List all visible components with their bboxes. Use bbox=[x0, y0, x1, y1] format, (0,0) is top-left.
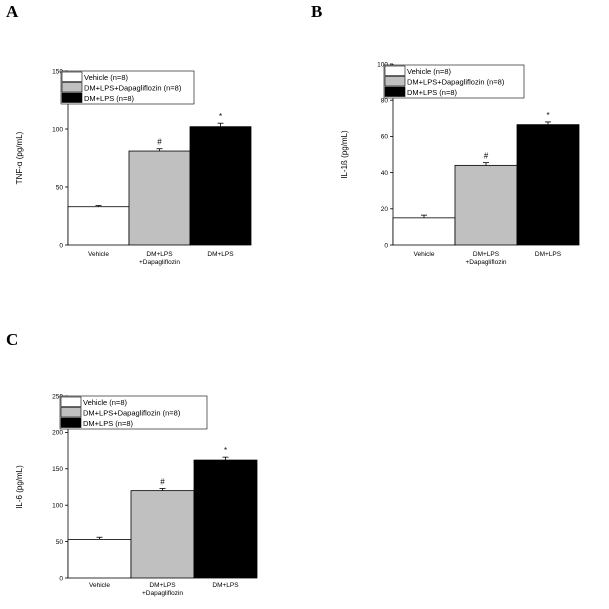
x-tick-label-c-2: +Dapagliflozin bbox=[142, 590, 183, 597]
y-axis-title-a: TNF-α (pg/mL) bbox=[15, 131, 24, 184]
panel-label-c: C bbox=[6, 330, 19, 349]
y-tick-label-b: 40 bbox=[381, 170, 389, 177]
significance-mark-a-3: * bbox=[219, 112, 222, 121]
x-tick-label-c-2: DM+LPS bbox=[149, 582, 176, 589]
panel-label-a: A bbox=[6, 2, 19, 21]
bar-a-3 bbox=[189, 126, 252, 246]
x-tick-label-c-3: DM+LPS bbox=[212, 582, 239, 589]
x-tick-label-b-3: DM+LPS bbox=[535, 251, 562, 258]
y-tick-label-c: 150 bbox=[52, 466, 63, 473]
legend-label-b-1: Vehicle (n=8) bbox=[407, 67, 451, 76]
y-tick-label-b: 100 bbox=[377, 61, 388, 68]
legend-label-b-2: DM+LPS+Dapagliflozin (n=8) bbox=[407, 77, 505, 86]
x-tick-label-b-2: +Dapagliflozin bbox=[465, 259, 506, 266]
legend-swatch-b-3 bbox=[384, 86, 406, 97]
y-tick-label-c: 250 bbox=[52, 393, 63, 400]
legend-swatch-c-2 bbox=[60, 407, 82, 418]
y-tick-label-c: 0 bbox=[59, 575, 63, 582]
y-axis-title-b: IL-1ß (pg/mL) bbox=[340, 130, 349, 179]
y-tick-label-b: 60 bbox=[381, 134, 389, 141]
y-tick-label-c: 50 bbox=[56, 539, 64, 546]
bar-b-3 bbox=[516, 124, 580, 246]
legend-swatch-a-2 bbox=[61, 82, 83, 93]
panel-label-b: B bbox=[311, 2, 323, 21]
bar-c-3 bbox=[193, 459, 258, 579]
x-tick-label-c-1: Vehicle bbox=[89, 582, 110, 589]
y-tick-label-a: 0 bbox=[59, 242, 63, 249]
y-tick-label-b: 20 bbox=[381, 206, 389, 213]
significance-mark-c-3: * bbox=[224, 446, 227, 455]
legend-swatch-c-3 bbox=[60, 417, 82, 428]
y-axis-title-c: IL-6 (pg/mL) bbox=[15, 465, 24, 509]
legend-label-a-1: Vehicle (n=8) bbox=[84, 73, 128, 82]
legend-swatch-b-2 bbox=[384, 76, 406, 87]
legend-label-a-3: DM+LPS (n=8) bbox=[84, 94, 135, 103]
legend-swatch-c-1 bbox=[60, 396, 82, 407]
bar-c-2 bbox=[130, 490, 195, 579]
y-tick-label-a: 150 bbox=[52, 68, 63, 75]
x-tick-label-a-2: DM+LPS bbox=[146, 251, 173, 258]
x-tick-label-a-1: Vehicle bbox=[88, 251, 109, 258]
x-tick-label-b-2: DM+LPS bbox=[473, 251, 500, 258]
legend-label-c-2: DM+LPS+Dapagliflozin (n=8) bbox=[83, 408, 181, 417]
bar-b-2 bbox=[454, 164, 518, 246]
legend-box-a bbox=[60, 70, 195, 105]
y-tick-label-b: 80 bbox=[381, 98, 389, 105]
y-tick-label-b: 0 bbox=[384, 242, 388, 249]
bar-a-1 bbox=[67, 206, 130, 246]
legend-swatch-a-1 bbox=[61, 71, 83, 82]
x-tick-label-a-3: DM+LPS bbox=[207, 251, 234, 258]
bar-a-2 bbox=[128, 150, 191, 246]
y-tick-label-a: 100 bbox=[52, 126, 63, 133]
x-tick-label-a-2: +Dapagliflozin bbox=[139, 259, 180, 266]
legend-box-c bbox=[59, 395, 208, 430]
legend-label-a-2: DM+LPS+Dapagliflozin (n=8) bbox=[84, 83, 182, 92]
y-tick-label-c: 100 bbox=[52, 503, 63, 510]
bar-b-1 bbox=[392, 217, 456, 246]
significance-mark-b-3: * bbox=[546, 111, 549, 120]
y-tick-label-c: 200 bbox=[52, 430, 63, 437]
significance-mark-c-2: # bbox=[160, 477, 165, 486]
y-tick-label-a: 50 bbox=[56, 184, 64, 191]
legend-swatch-b-1 bbox=[384, 65, 406, 76]
significance-mark-a-2: # bbox=[157, 138, 162, 147]
legend-label-c-1: Vehicle (n=8) bbox=[83, 398, 127, 407]
bar-c-1 bbox=[67, 539, 132, 579]
x-tick-label-b-1: Vehicle bbox=[414, 251, 435, 258]
significance-mark-b-2: # bbox=[484, 152, 489, 161]
legend-box-b bbox=[383, 64, 525, 99]
legend-label-b-3: DM+LPS (n=8) bbox=[407, 88, 458, 97]
legend-label-c-3: DM+LPS (n=8) bbox=[83, 419, 134, 428]
legend-swatch-a-3 bbox=[61, 92, 83, 103]
